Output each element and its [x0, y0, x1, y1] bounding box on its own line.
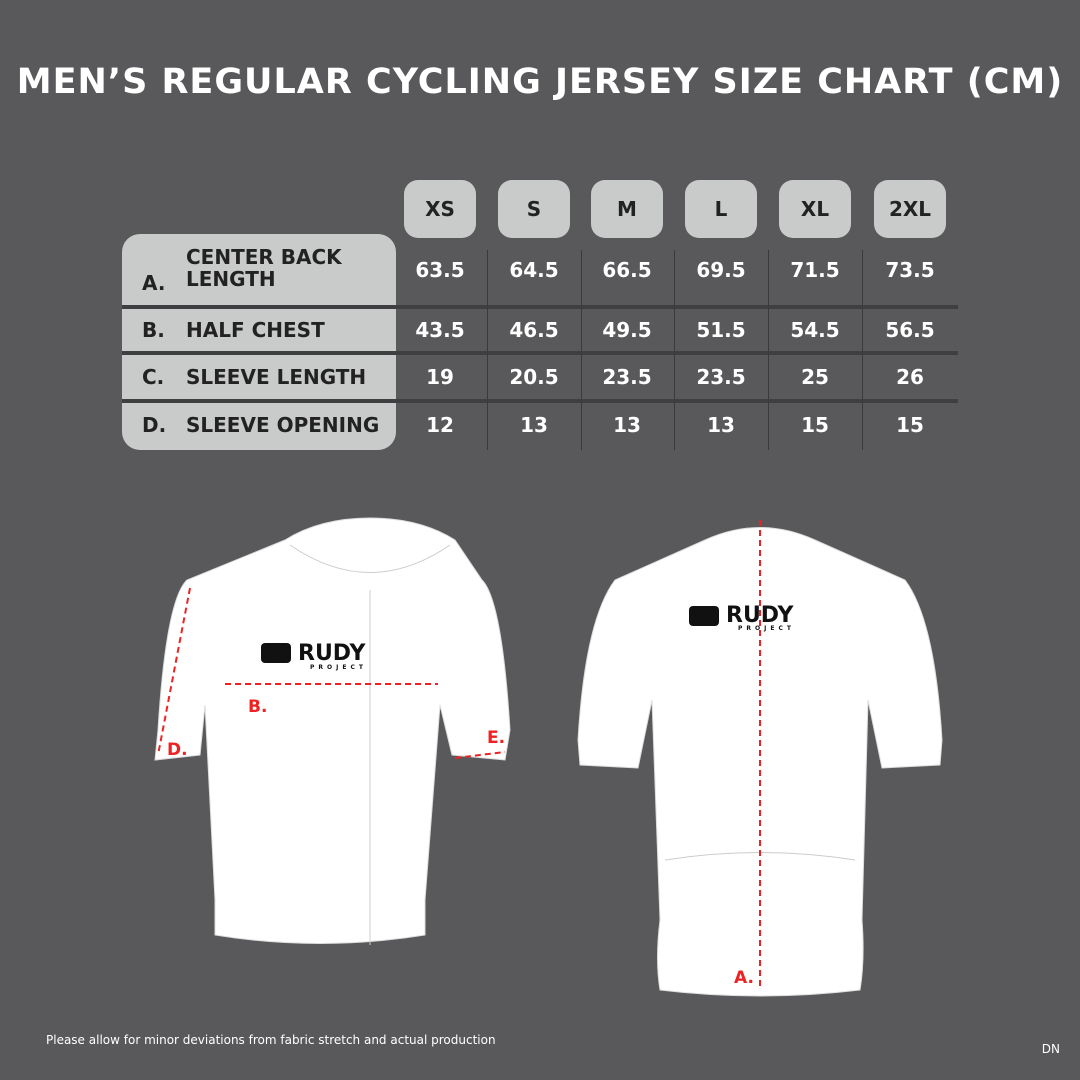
label-box: [122, 234, 396, 450]
cell: 15: [896, 413, 924, 437]
cell: 69.5: [696, 258, 746, 282]
label-a: A.: [734, 968, 754, 988]
arrow-d: [157, 587, 191, 756]
row-divider: [122, 305, 958, 309]
title: MEN’S REGULAR CYCLING JERSEY SIZE CHART …: [16, 62, 1064, 102]
cell: 19: [426, 365, 454, 389]
cell: 56.5: [885, 318, 935, 342]
front-jersey: RUDY PROJECT B. D. E.: [154, 517, 511, 945]
column-divider: [487, 250, 488, 450]
arrow-e: [454, 751, 506, 759]
collar: [289, 544, 451, 573]
label-b: B.: [248, 697, 267, 717]
cell: 23.5: [696, 365, 746, 389]
size-header: L: [685, 180, 757, 238]
back-jersey: RUDY PROJECT A.: [577, 520, 943, 997]
cell: 26: [896, 365, 924, 389]
row-divider: [122, 351, 958, 355]
label-e: E.: [487, 728, 505, 748]
column-divider: [674, 250, 675, 450]
code: DN: [1041, 1042, 1060, 1056]
cell: 49.5: [602, 318, 652, 342]
logo-sub: PROJECT: [310, 664, 367, 671]
size-header: XS: [404, 180, 476, 238]
cell: 15: [801, 413, 829, 437]
row-divider: [122, 399, 958, 403]
column-divider: [862, 250, 863, 450]
cell: 63.5: [415, 258, 465, 282]
cell: 12: [426, 413, 454, 437]
row-label: SLEEVE LENGTH: [186, 365, 367, 389]
column-divider: [768, 250, 769, 450]
cell: 43.5: [415, 318, 465, 342]
size-header: 2XL: [874, 180, 946, 238]
cell: 13: [613, 413, 641, 437]
size-header: XL: [779, 180, 851, 238]
cell: 20.5: [509, 365, 559, 389]
cell: 23.5: [602, 365, 652, 389]
logo-icon: [261, 643, 291, 663]
label-d: D.: [167, 740, 188, 760]
row-letter: D.: [142, 413, 167, 437]
logo: RUDY: [298, 641, 366, 666]
cell: 13: [520, 413, 548, 437]
size-header: S: [498, 180, 570, 238]
cell: 13: [707, 413, 735, 437]
row-label: SLEEVE OPENING: [186, 413, 380, 437]
cell: 71.5: [790, 258, 840, 282]
row-letter: C.: [142, 365, 165, 389]
cell: 64.5: [509, 258, 559, 282]
cell: 73.5: [885, 258, 935, 282]
row-letter: B.: [142, 318, 165, 342]
size-header: M: [591, 180, 663, 238]
cell: 46.5: [509, 318, 559, 342]
footnote: Please allow for minor deviations from f…: [46, 1033, 496, 1047]
row-label: HALF CHEST: [186, 318, 325, 342]
logo-icon: [689, 606, 719, 626]
cell: 54.5: [790, 318, 840, 342]
cell: 66.5: [602, 258, 652, 282]
cell: 25: [801, 365, 829, 389]
row-label: CENTER BACK LENGTH: [186, 245, 342, 291]
front-body: [154, 517, 511, 944]
cell: 51.5: [696, 318, 746, 342]
row-letter: A.: [142, 271, 166, 295]
logo-sub: PROJECT: [738, 625, 795, 632]
column-divider: [581, 250, 582, 450]
